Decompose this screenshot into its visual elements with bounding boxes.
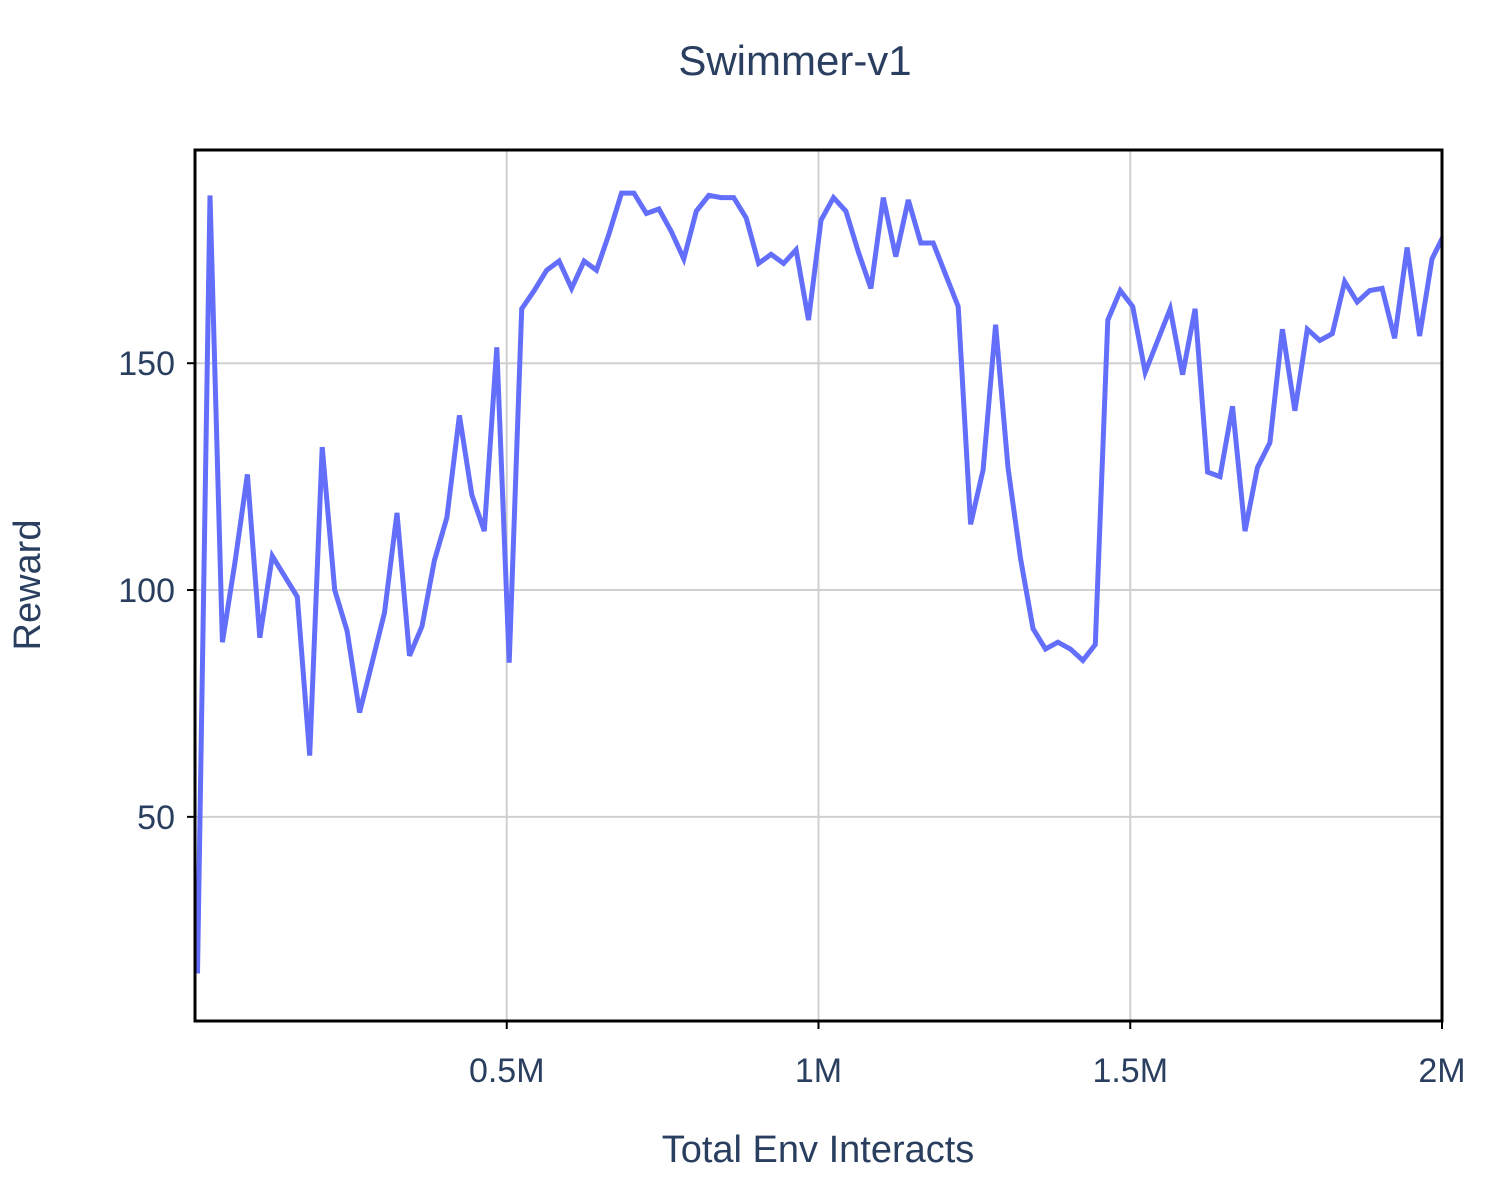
x-tick-label: 1.5M [1092,1052,1168,1090]
gridlines [195,150,1442,1021]
chart-title: Swimmer-v1 [678,37,911,84]
y-axis-title: Reward [7,520,49,651]
x-tick-label: 0.5M [469,1052,545,1090]
x-tick-label: 1M [795,1052,842,1090]
y-tick-label: 150 [118,345,175,383]
x-tick-labels: 0.5M 1M 1.5M 2M [469,1052,1466,1090]
y-tick-label: 100 [118,572,175,610]
series-line [195,190,1442,974]
x-axis-title: Total Env Interacts [662,1129,975,1171]
tick-marks [187,362,1443,1029]
y-tick-labels: 50 100 150 [118,345,175,837]
series-layer [195,190,1442,974]
x-tick-label: 2M [1418,1052,1465,1090]
y-tick-label: 50 [137,799,175,837]
